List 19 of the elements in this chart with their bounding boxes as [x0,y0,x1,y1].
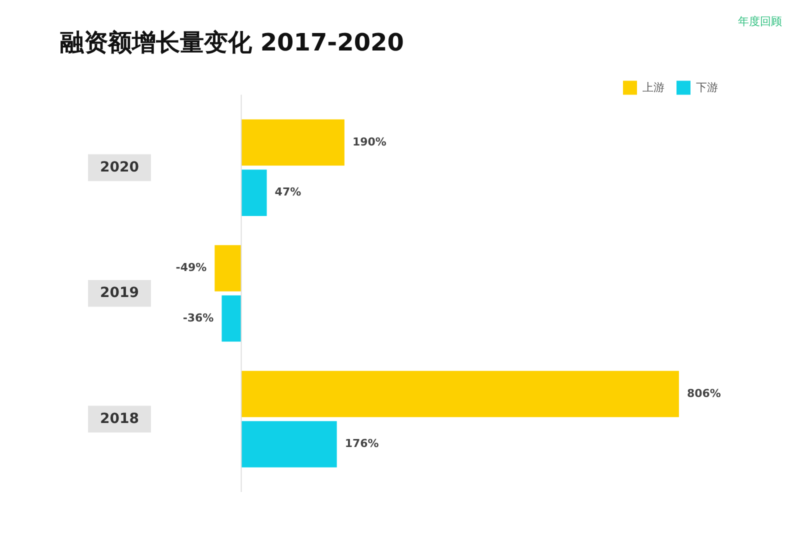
data-label: 806% [686,386,721,400]
y-tick-label: 2018 [100,410,139,427]
y-tick-label: 2020 [100,159,140,176]
bar [241,119,344,166]
bar [222,295,242,342]
text: 年度回顾 [738,14,782,29]
legend-label: 下游 [696,82,718,94]
bar [241,370,679,418]
data-label: -36% [182,311,214,324]
bar [241,170,267,216]
y-tick-label: 2019 [100,285,139,302]
chart-title: 融资额增长量变化 2017-2020 [60,28,404,57]
legend-label: 上游 [642,80,664,94]
data-label: 190% [352,135,386,148]
data-label: 176% [344,437,379,450]
bar [241,421,337,468]
data-label: -49% [176,261,207,274]
data-label: 47% [274,186,302,199]
bar [214,245,242,292]
